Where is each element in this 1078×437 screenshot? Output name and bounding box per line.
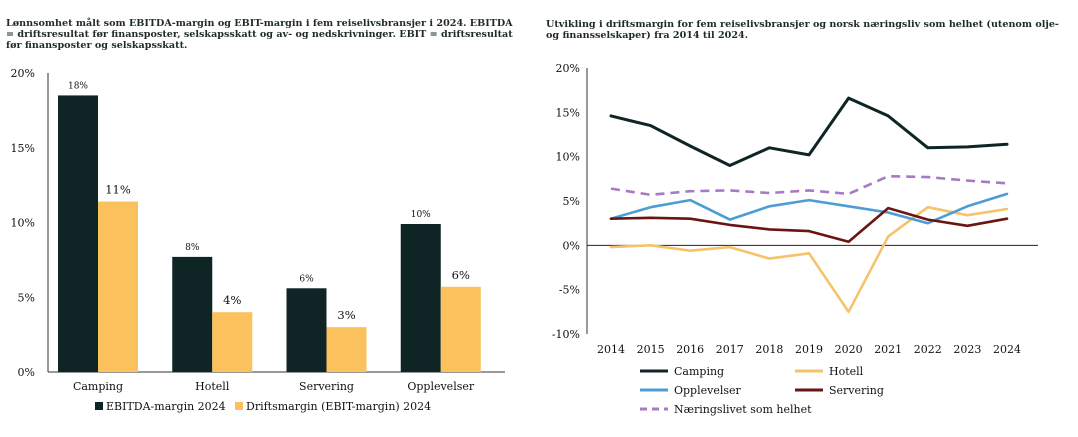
- bar-legend-swatch: [235, 402, 243, 410]
- bar-category-label: Servering: [299, 380, 354, 393]
- line-series-opplevelser: [609, 192, 1009, 225]
- bar-data-label: 11%: [105, 183, 131, 197]
- line-x-tick-label: 2014: [597, 343, 625, 356]
- line-series-hotell: [609, 205, 1009, 314]
- bar-opplevelser-ebitda: [400, 223, 441, 372]
- line-x-tick-label: 2015: [637, 343, 665, 356]
- line-series-n-ringslivet-som-helhet: [610, 174, 1008, 197]
- line-chart-title: Utvikling i driftsmargin for fem reiseli…: [546, 19, 1059, 41]
- bar-hotell-ebitda: [172, 256, 213, 372]
- line-x-tick-label: 2020: [835, 343, 863, 356]
- bar-data-label: 6%: [452, 268, 470, 282]
- bar-legend-swatch: [95, 402, 103, 410]
- bar-legend-label: Driftsmargin (EBIT-margin) 2024: [246, 400, 431, 413]
- bar-category-label: Camping: [73, 380, 123, 393]
- line-legend-label: Camping: [674, 365, 724, 378]
- line-x-tick-label: 2018: [755, 343, 783, 356]
- line-legend-label: Opplevelser: [674, 384, 742, 397]
- line-x-tick-label: 2016: [676, 343, 704, 356]
- bar-servering-ebit: [326, 327, 367, 372]
- bar-data-label: 18%: [68, 81, 88, 91]
- bar-y-tick-label: 10%: [11, 217, 35, 230]
- bar-y-tick-label: 20%: [11, 67, 35, 80]
- line-y-tick-label: 15%: [556, 106, 580, 119]
- line-legend-label: Hotell: [829, 365, 864, 378]
- bar-camping-ebitda: [58, 95, 98, 373]
- line-legend-label: Næringslivet som helhet: [674, 403, 812, 416]
- bar-y-tick-label: 0%: [18, 366, 35, 379]
- line-y-tick-label: 20%: [556, 62, 580, 75]
- line-x-tick-label: 2024: [993, 343, 1021, 356]
- line-y-tick-label: 10%: [556, 151, 580, 164]
- bar-chart-panel: Lønnsomhet målt som EBITDA-margin og EBI…: [0, 0, 520, 437]
- line-y-tick-label: 5%: [563, 195, 580, 208]
- bar-chart: 0% 5% 10% 15% 20% 18% 11% Camping 8% 4% Hotell 6% 3%…: [11, 67, 505, 413]
- bar-y-tick-label: 15%: [11, 142, 35, 155]
- line-chart: -10% -5% 0% 5% 10% 15% 20% 2014 2015 2016 2017 2018…: [552, 62, 1038, 416]
- bar-data-label: 6%: [299, 274, 314, 284]
- bar-camping-ebit: [98, 201, 138, 372]
- line-series-servering: [609, 206, 1009, 244]
- bar-category-label: Hotell: [195, 380, 230, 393]
- line-x-tick-label: 2017: [716, 343, 744, 356]
- line-series-camping: [609, 96, 1009, 167]
- bar-data-label: 10%: [411, 210, 431, 220]
- bar-data-label: 3%: [337, 308, 355, 322]
- bar-servering-ebitda: [286, 288, 327, 372]
- bar-category-label: Opplevelser: [407, 380, 475, 393]
- line-x-tick-label: 2023: [953, 343, 981, 356]
- bar-hotell-ebit: [212, 312, 253, 372]
- bar-y-tick-label: 5%: [18, 291, 35, 304]
- bar-data-label: 8%: [185, 243, 200, 253]
- bar-data-label: 4%: [223, 293, 241, 307]
- line-x-tick-label: 2021: [874, 343, 902, 356]
- bar-opplevelser-ebit: [440, 286, 481, 372]
- line-legend-label: Servering: [829, 384, 884, 397]
- line-y-tick-label: -10%: [552, 328, 580, 341]
- bar-legend-label: EBITDA-margin 2024: [106, 400, 226, 413]
- line-y-tick-label: 0%: [563, 239, 580, 252]
- line-x-tick-label: 2022: [914, 343, 942, 356]
- bar-chart-title: Lønnsomhet målt som EBITDA-margin og EBI…: [6, 18, 513, 51]
- line-x-tick-label: 2019: [795, 343, 823, 356]
- line-y-tick-label: -5%: [559, 284, 580, 297]
- line-chart-panel: Utvikling i driftsmargin for fem reiseli…: [540, 0, 1078, 437]
